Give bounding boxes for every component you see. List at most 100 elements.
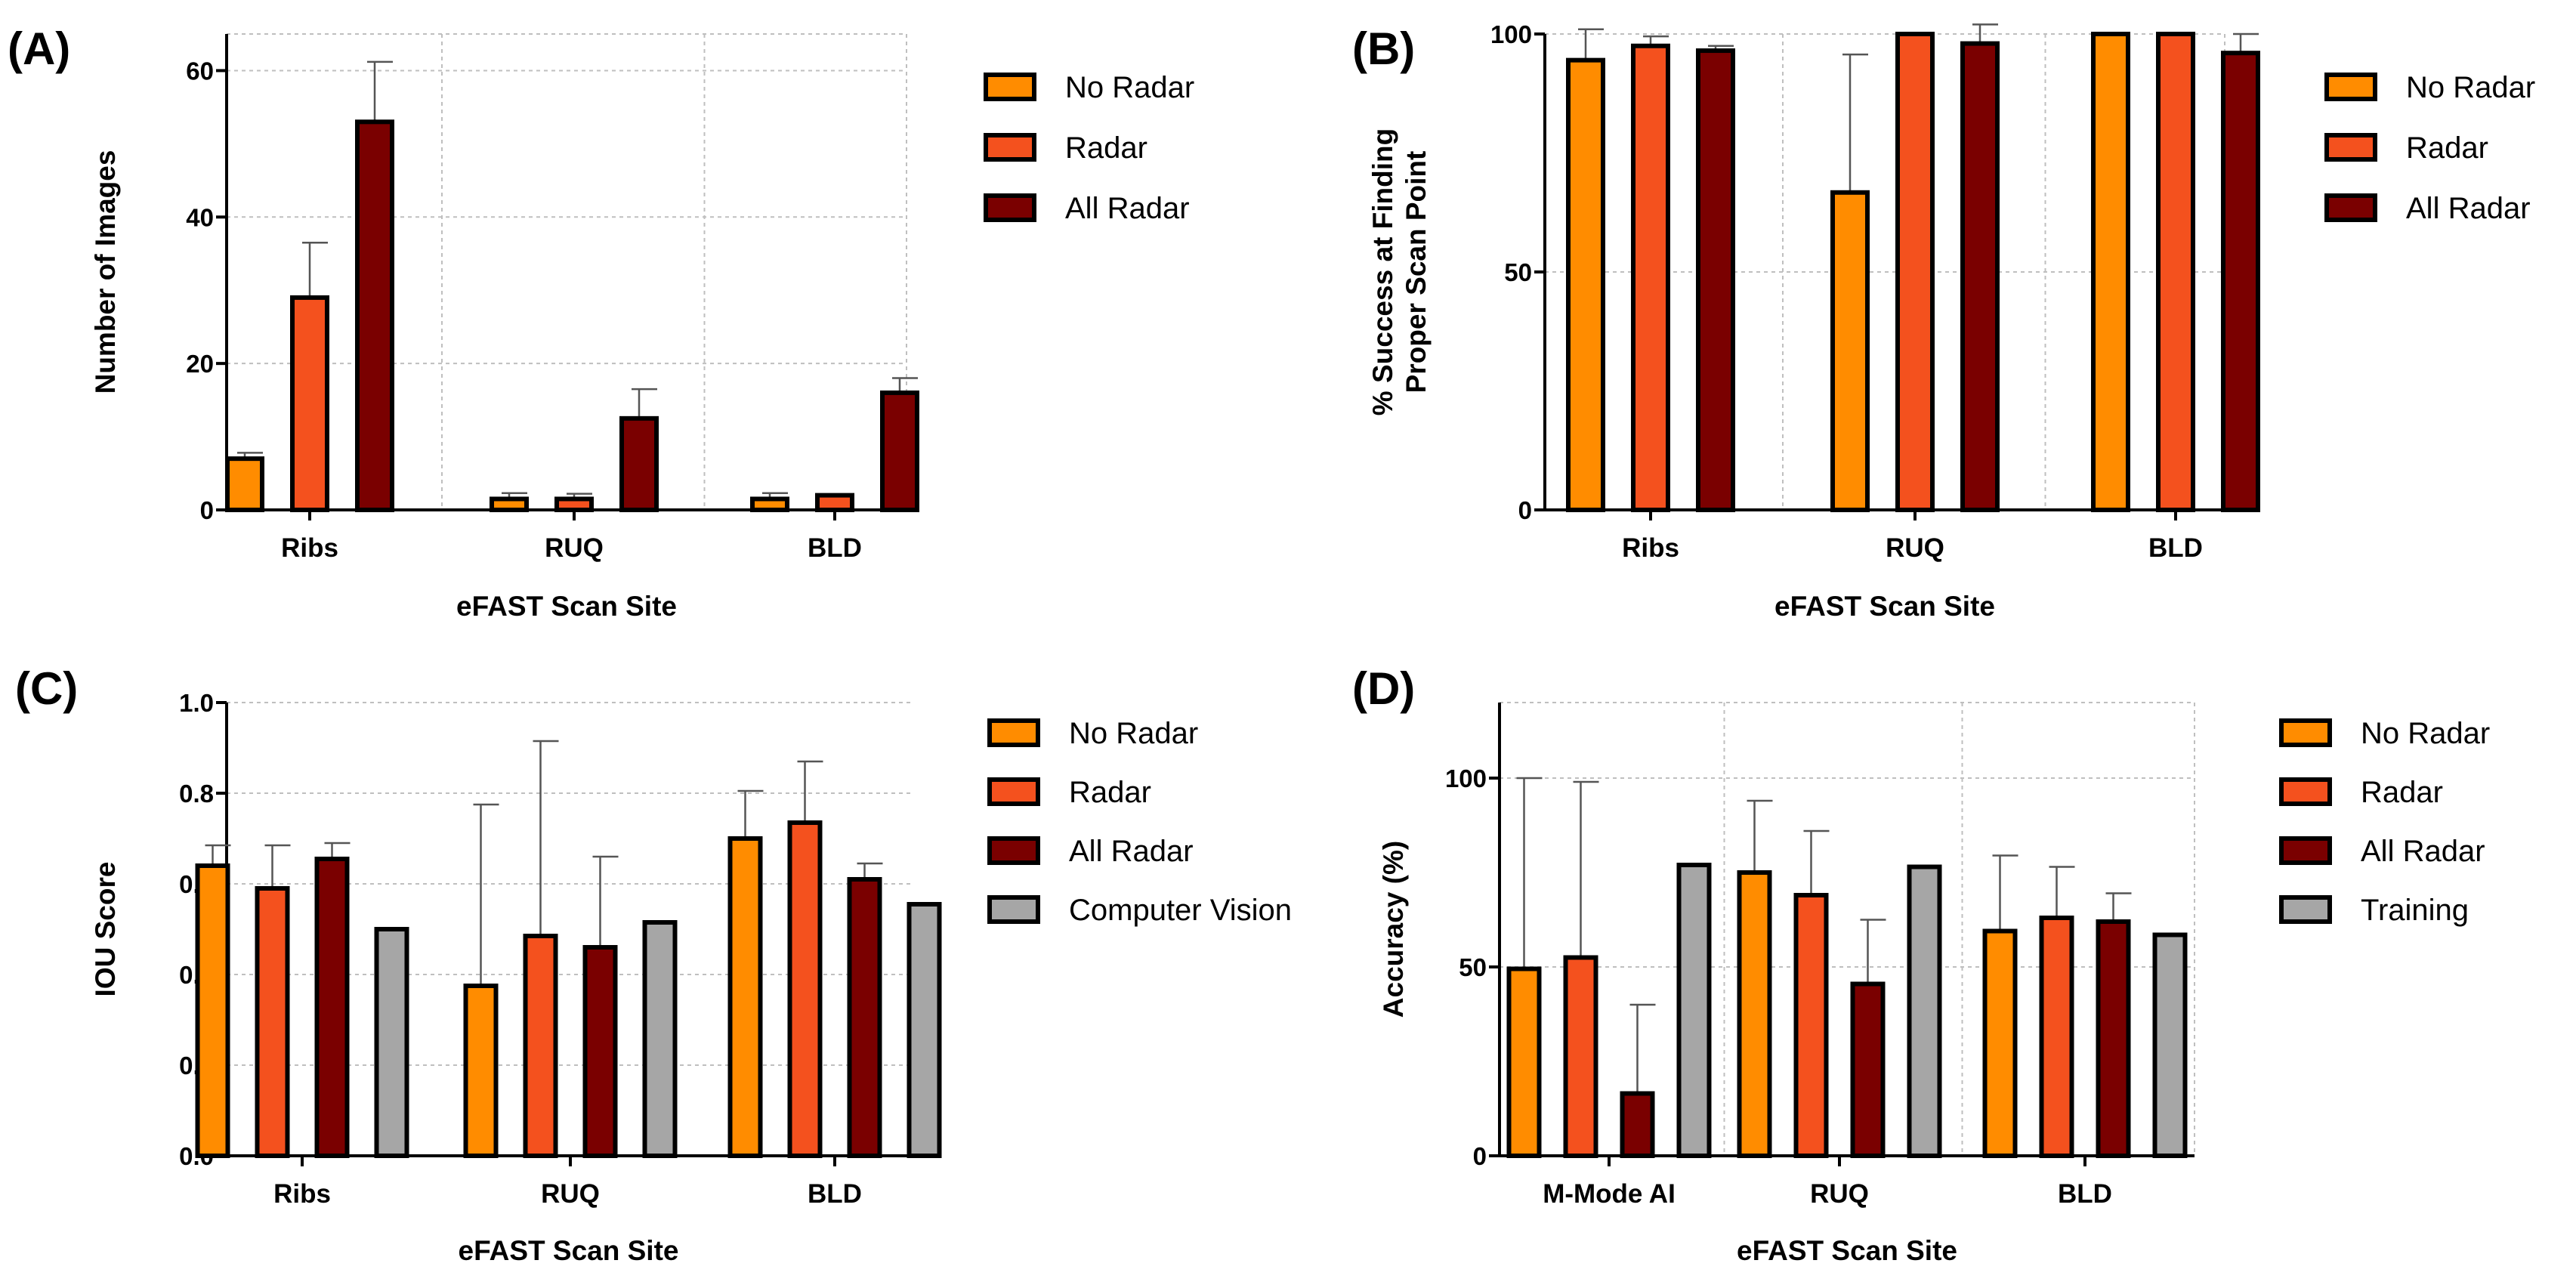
legend-label: All Radar [1069, 835, 1194, 868]
legend-item: Training [2279, 894, 2469, 927]
panel-letter: (A) [8, 23, 70, 74]
bar [727, 836, 763, 1158]
legend-label: Radar [1065, 131, 1147, 165]
bar [1676, 863, 1712, 1158]
legend-item: All Radar [984, 192, 1190, 225]
x-tick-label: BLD [2058, 1179, 2112, 1209]
chart-panel-1: (A) 0 20 40 60 Ribs RUQ BLD Number of Images eFAS… [8, 23, 1194, 622]
legend-item: No Radar [984, 71, 1194, 104]
legend-label: No Radar [1069, 717, 1198, 750]
bar [1960, 41, 2000, 513]
legend-swatch [987, 836, 1040, 865]
legend-label: All Radar [1065, 192, 1190, 225]
bar [374, 927, 409, 1158]
legend-label: No Radar [2406, 71, 2535, 104]
bar [2152, 932, 2188, 1158]
legend-swatch [2324, 133, 2377, 162]
bar [582, 945, 618, 1158]
bar [619, 415, 659, 512]
bar [2156, 32, 2195, 512]
x-tick-label: BLD [2148, 533, 2203, 563]
bar [2039, 916, 2074, 1158]
bar [195, 863, 230, 1158]
panel-letter: (B) [1352, 23, 1415, 74]
legend: No Radar Radar All Radar Training [2279, 717, 2490, 927]
y-tick-label: 40 [186, 203, 214, 231]
y-tick-label: 50 [1504, 258, 1532, 286]
x-tick-label: Ribs [1622, 533, 1679, 563]
bar [750, 496, 789, 513]
bar [1830, 190, 1870, 512]
legend-item: Radar [2279, 776, 2443, 809]
bar [2221, 51, 2260, 512]
x-tick-label: RUQ [1886, 533, 1944, 563]
x-tick-label: RUQ [545, 533, 604, 563]
legend-swatch [984, 73, 1036, 101]
bar [815, 493, 854, 512]
legend-swatch [2324, 193, 2377, 222]
y-tick-label: 0 [1473, 1142, 1487, 1170]
y-axis-title: Accuracy (%) [1378, 841, 1409, 1018]
legend-item: All Radar [2279, 835, 2485, 868]
legend-label: No Radar [2361, 717, 2490, 750]
x-tick-label: RUQ [541, 1179, 600, 1209]
legend: No Radar Radar All Radar Computer Vision [987, 717, 1292, 927]
x-tick-label: Ribs [273, 1179, 331, 1209]
bar [463, 984, 499, 1158]
bar [1907, 864, 1942, 1158]
y-tick-label: 1.0 [179, 689, 214, 717]
legend-swatch [987, 777, 1040, 806]
x-tick-label: M-Mode AI [1543, 1179, 1676, 1209]
legend-label: Training [2361, 894, 2469, 927]
y-axis-title: IOU Score [90, 862, 121, 997]
bar [1895, 32, 1935, 512]
y-tick-label: 0 [1518, 496, 1532, 524]
y-tick-label: 50 [1459, 953, 1487, 981]
legend-swatch [2279, 718, 2332, 747]
bar [1620, 1091, 1655, 1158]
bar [1631, 43, 1670, 512]
bar [355, 119, 394, 513]
bar [554, 496, 594, 513]
legend-label: Computer Vision [1069, 894, 1292, 927]
legend-label: Radar [1069, 776, 1151, 809]
bar [847, 877, 882, 1158]
y-tick-label: 100 [1490, 20, 1532, 48]
legend-item: Radar [987, 776, 1151, 809]
legend-item: Radar [2324, 131, 2488, 165]
legend-item: All Radar [987, 835, 1194, 868]
bar [2096, 919, 2131, 1158]
bar [255, 886, 290, 1158]
y-axis-title: % Success at FindingProper Scan Point [1367, 128, 1432, 415]
bar [490, 496, 529, 513]
x-axis-title: eFAST Scan Site [459, 1235, 679, 1266]
legend-label: Radar [2361, 776, 2443, 809]
x-tick-label: BLD [808, 1179, 862, 1209]
chart-panel-4: (D) 0 50 100 M-Mode AI RUQ BLD Accuracy (%) eFAS… [1352, 663, 2490, 1266]
bar [523, 934, 558, 1158]
bar [1563, 955, 1598, 1158]
legend: No Radar Radar All Radar [2324, 71, 2535, 225]
bar [1737, 870, 1772, 1158]
legend-label: No Radar [1065, 71, 1194, 104]
bar [290, 295, 329, 512]
legend-label: All Radar [2361, 835, 2485, 868]
y-tick-label: 100 [1445, 764, 1487, 792]
y-tick-label: 0.8 [179, 780, 214, 808]
legend-swatch [2279, 836, 2332, 865]
legend-swatch [984, 133, 1036, 162]
bar [1982, 928, 2018, 1158]
x-axis-title: eFAST Scan Site [1737, 1235, 1957, 1266]
x-axis-title: eFAST Scan Site [1774, 591, 1995, 622]
bar [2091, 32, 2130, 512]
bar [1566, 57, 1605, 512]
bar [1506, 966, 1542, 1158]
legend-item: No Radar [987, 717, 1198, 750]
bar [907, 902, 942, 1158]
legend-item: Computer Vision [987, 894, 1292, 927]
bar [787, 820, 823, 1158]
x-tick-label: RUQ [1810, 1179, 1869, 1209]
bar [1793, 893, 1829, 1158]
